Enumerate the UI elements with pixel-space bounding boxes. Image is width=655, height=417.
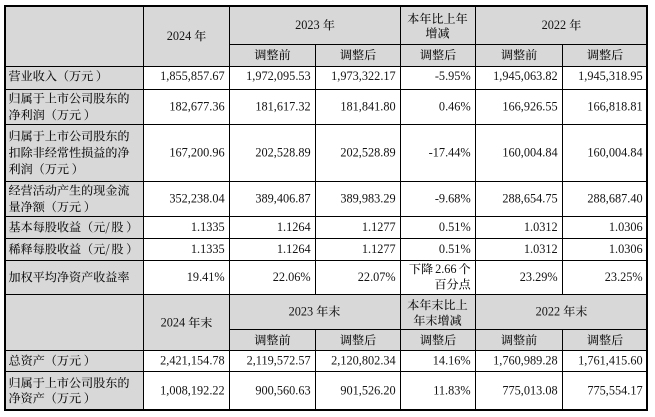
svg-text:389,983.29: 389,983.29 — [340, 192, 395, 206]
svg-text:2,119,572.57: 2,119,572.57 — [247, 354, 311, 368]
svg-text:1.1277: 1.1277 — [362, 220, 396, 234]
svg-text:1.1264: 1.1264 — [277, 242, 311, 256]
svg-text:1,945,063.82: 1,945,063.82 — [493, 69, 558, 83]
svg-text:2024: 2024 — [161, 316, 186, 330]
svg-text:2,421,154.78: 2,421,154.78 — [160, 354, 225, 368]
svg-text:1.0306: 1.0306 — [609, 220, 643, 234]
svg-text:1.0312: 1.0312 — [524, 242, 558, 256]
svg-text:1,972,095.53: 1,972,095.53 — [246, 69, 311, 83]
svg-text:1,945,318.95: 1,945,318.95 — [578, 69, 643, 83]
svg-text:1,761,415.60: 1,761,415.60 — [578, 354, 643, 368]
svg-text:1,008,192.22: 1,008,192.22 — [160, 383, 225, 397]
svg-text:160,004.84: 160,004.84 — [502, 146, 557, 160]
svg-text:14.16%: 14.16% — [433, 354, 471, 368]
svg-text:288,687.40: 288,687.40 — [587, 192, 642, 206]
svg-text:288,654.75: 288,654.75 — [502, 192, 557, 206]
svg-text:900,560.63: 900,560.63 — [255, 383, 310, 397]
svg-text:2,120,802.34: 2,120,802.34 — [331, 354, 396, 368]
svg-text:2022: 2022 — [542, 18, 567, 32]
svg-text:182,677.36: 182,677.36 — [169, 100, 224, 114]
svg-text:1.0306: 1.0306 — [609, 242, 643, 256]
svg-text:166,926.55: 166,926.55 — [502, 100, 557, 114]
svg-text:-9.68%: -9.68% — [435, 192, 471, 206]
svg-text:0.51%: 0.51% — [439, 220, 471, 234]
svg-text:1.1277: 1.1277 — [362, 242, 396, 256]
svg-text:1,973,322.17: 1,973,322.17 — [331, 69, 396, 83]
svg-text:1,760,989.28: 1,760,989.28 — [493, 354, 558, 368]
svg-text:1.0312: 1.0312 — [524, 220, 558, 234]
svg-text:19.41%: 19.41% — [187, 270, 225, 284]
svg-text:23.29%: 23.29% — [520, 270, 558, 284]
svg-text:202,528.89: 202,528.89 — [340, 146, 395, 160]
svg-text:1.1335: 1.1335 — [191, 242, 225, 256]
svg-text:1,855,857.67: 1,855,857.67 — [160, 69, 225, 83]
svg-text:775,554.17: 775,554.17 — [587, 383, 642, 397]
svg-text:389,406.87: 389,406.87 — [255, 192, 310, 206]
svg-text:2023: 2023 — [289, 304, 314, 318]
svg-text:0.51%: 0.51% — [439, 242, 471, 256]
svg-text:901,526.20: 901,526.20 — [340, 383, 395, 397]
svg-text:0.46%: 0.46% — [439, 100, 471, 114]
svg-text:2.66: 2.66 — [435, 262, 457, 276]
svg-text:-5.95%: -5.95% — [435, 69, 471, 83]
svg-text:775,013.08: 775,013.08 — [502, 383, 557, 397]
svg-text:22.06%: 22.06% — [273, 270, 311, 284]
svg-text:2023: 2023 — [295, 18, 320, 32]
svg-text:-17.44%: -17.44% — [429, 146, 471, 160]
svg-text:166,818.81: 166,818.81 — [587, 100, 642, 114]
svg-text:167,200.96: 167,200.96 — [169, 146, 224, 160]
svg-text:160,004.84: 160,004.84 — [587, 146, 642, 160]
svg-text:2022: 2022 — [536, 304, 561, 318]
svg-text:352,238.04: 352,238.04 — [169, 192, 224, 206]
svg-text:181,617.32: 181,617.32 — [255, 100, 310, 114]
svg-text:11.83%: 11.83% — [433, 383, 470, 397]
svg-text:1.1264: 1.1264 — [277, 220, 311, 234]
svg-text:22.07%: 22.07% — [358, 270, 396, 284]
svg-text:1.1335: 1.1335 — [191, 220, 225, 234]
svg-text:181,841.80: 181,841.80 — [340, 100, 395, 114]
svg-text:202,528.89: 202,528.89 — [255, 146, 310, 160]
svg-text:2024: 2024 — [167, 29, 192, 43]
svg-text:23.25%: 23.25% — [605, 270, 643, 284]
